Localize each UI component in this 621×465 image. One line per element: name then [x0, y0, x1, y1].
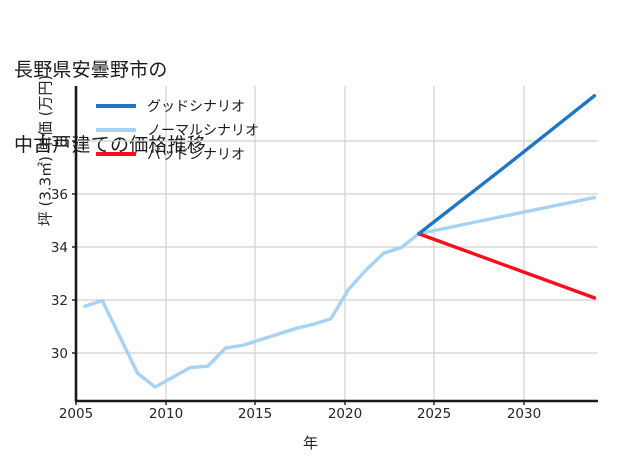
x-axis-label: 年: [302, 434, 318, 452]
y-tick-38: 38: [50, 134, 68, 150]
legend-item-bad[interactable]: バッドシナリオ: [96, 144, 245, 164]
data-series-layer: [83, 94, 597, 389]
chart-title-line-1: 長野県安曇野市の: [14, 59, 168, 81]
x-tick-2005: 2005: [58, 406, 94, 422]
y-tick-34: 34: [50, 240, 68, 256]
x-tick-2030: 2030: [506, 406, 542, 422]
legend-swatch-normal: [96, 128, 136, 132]
legend-item-normal[interactable]: ノーマルシナリオ: [96, 120, 259, 140]
legend-swatch-bad: [96, 152, 136, 156]
x-tick-2025: 2025: [416, 406, 452, 422]
legend-label-good: グッドシナリオ: [147, 99, 245, 115]
series-line-グッドシナリオ: [417, 94, 597, 236]
legend-item-good[interactable]: グッドシナリオ: [96, 96, 245, 116]
y-gridlines: [76, 140, 598, 354]
legend-label-bad: バッドシナリオ: [147, 147, 245, 163]
x-tick-2020: 2020: [327, 406, 363, 422]
y-tick-30: 30: [50, 346, 68, 362]
y-tick-36: 36: [50, 187, 68, 203]
x-tick-2010: 2010: [148, 406, 184, 422]
series-line-バッドシナリオ: [417, 232, 597, 300]
legend-swatch-good: [96, 104, 136, 108]
axis-ticks: [72, 140, 525, 405]
chart-title-line-2: 中古戸建ての価格推移: [14, 134, 207, 156]
legend-label-normal: ノーマルシナリオ: [147, 123, 259, 139]
chart-title: 長野県安曇野市の 中古戸建ての価格推移: [14, 8, 206, 208]
x-tick-2015: 2015: [237, 406, 273, 422]
series-line-ノーマルシナリオ: [83, 195, 597, 389]
y-tick-32: 32: [50, 293, 68, 309]
